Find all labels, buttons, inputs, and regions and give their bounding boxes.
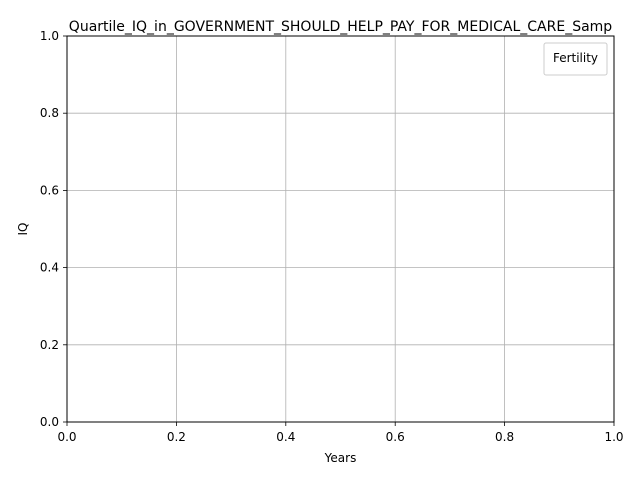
x-tick-label: 0.8 [495, 430, 514, 444]
legend-title: Fertility [553, 51, 598, 65]
x-axis-ticks: 0.0 0.2 0.4 0.6 0.8 1.0 [57, 422, 624, 444]
x-tick-label: 0.0 [57, 430, 76, 444]
x-tick-label: 0.4 [276, 430, 295, 444]
y-tick-label: 0.8 [40, 106, 59, 120]
y-axis-ticks: 0.0 0.2 0.4 0.6 0.8 1.0 [40, 29, 67, 429]
x-tick-label: 0.6 [386, 430, 405, 444]
chart-title: Quartile_IQ_in_GOVERNMENT_SHOULD_HELP_PA… [69, 19, 612, 35]
legend: Fertility [543, 42, 608, 76]
y-tick-label: 0.6 [40, 183, 59, 197]
y-axis-label: IQ [16, 223, 30, 236]
gridlines [66, 35, 615, 423]
legend-box [543, 42, 608, 76]
y-tick-label: 1.0 [40, 29, 59, 43]
y-tick-label: 0.2 [40, 338, 59, 352]
x-tick-label: 0.2 [167, 430, 186, 444]
plot-area [67, 36, 614, 422]
plot-frame [66, 35, 615, 423]
x-tick-label: 1.0 [604, 430, 623, 444]
y-tick-label: 0.0 [40, 415, 59, 429]
x-axis-label: Years [324, 451, 357, 465]
y-tick-label: 0.4 [40, 261, 59, 275]
